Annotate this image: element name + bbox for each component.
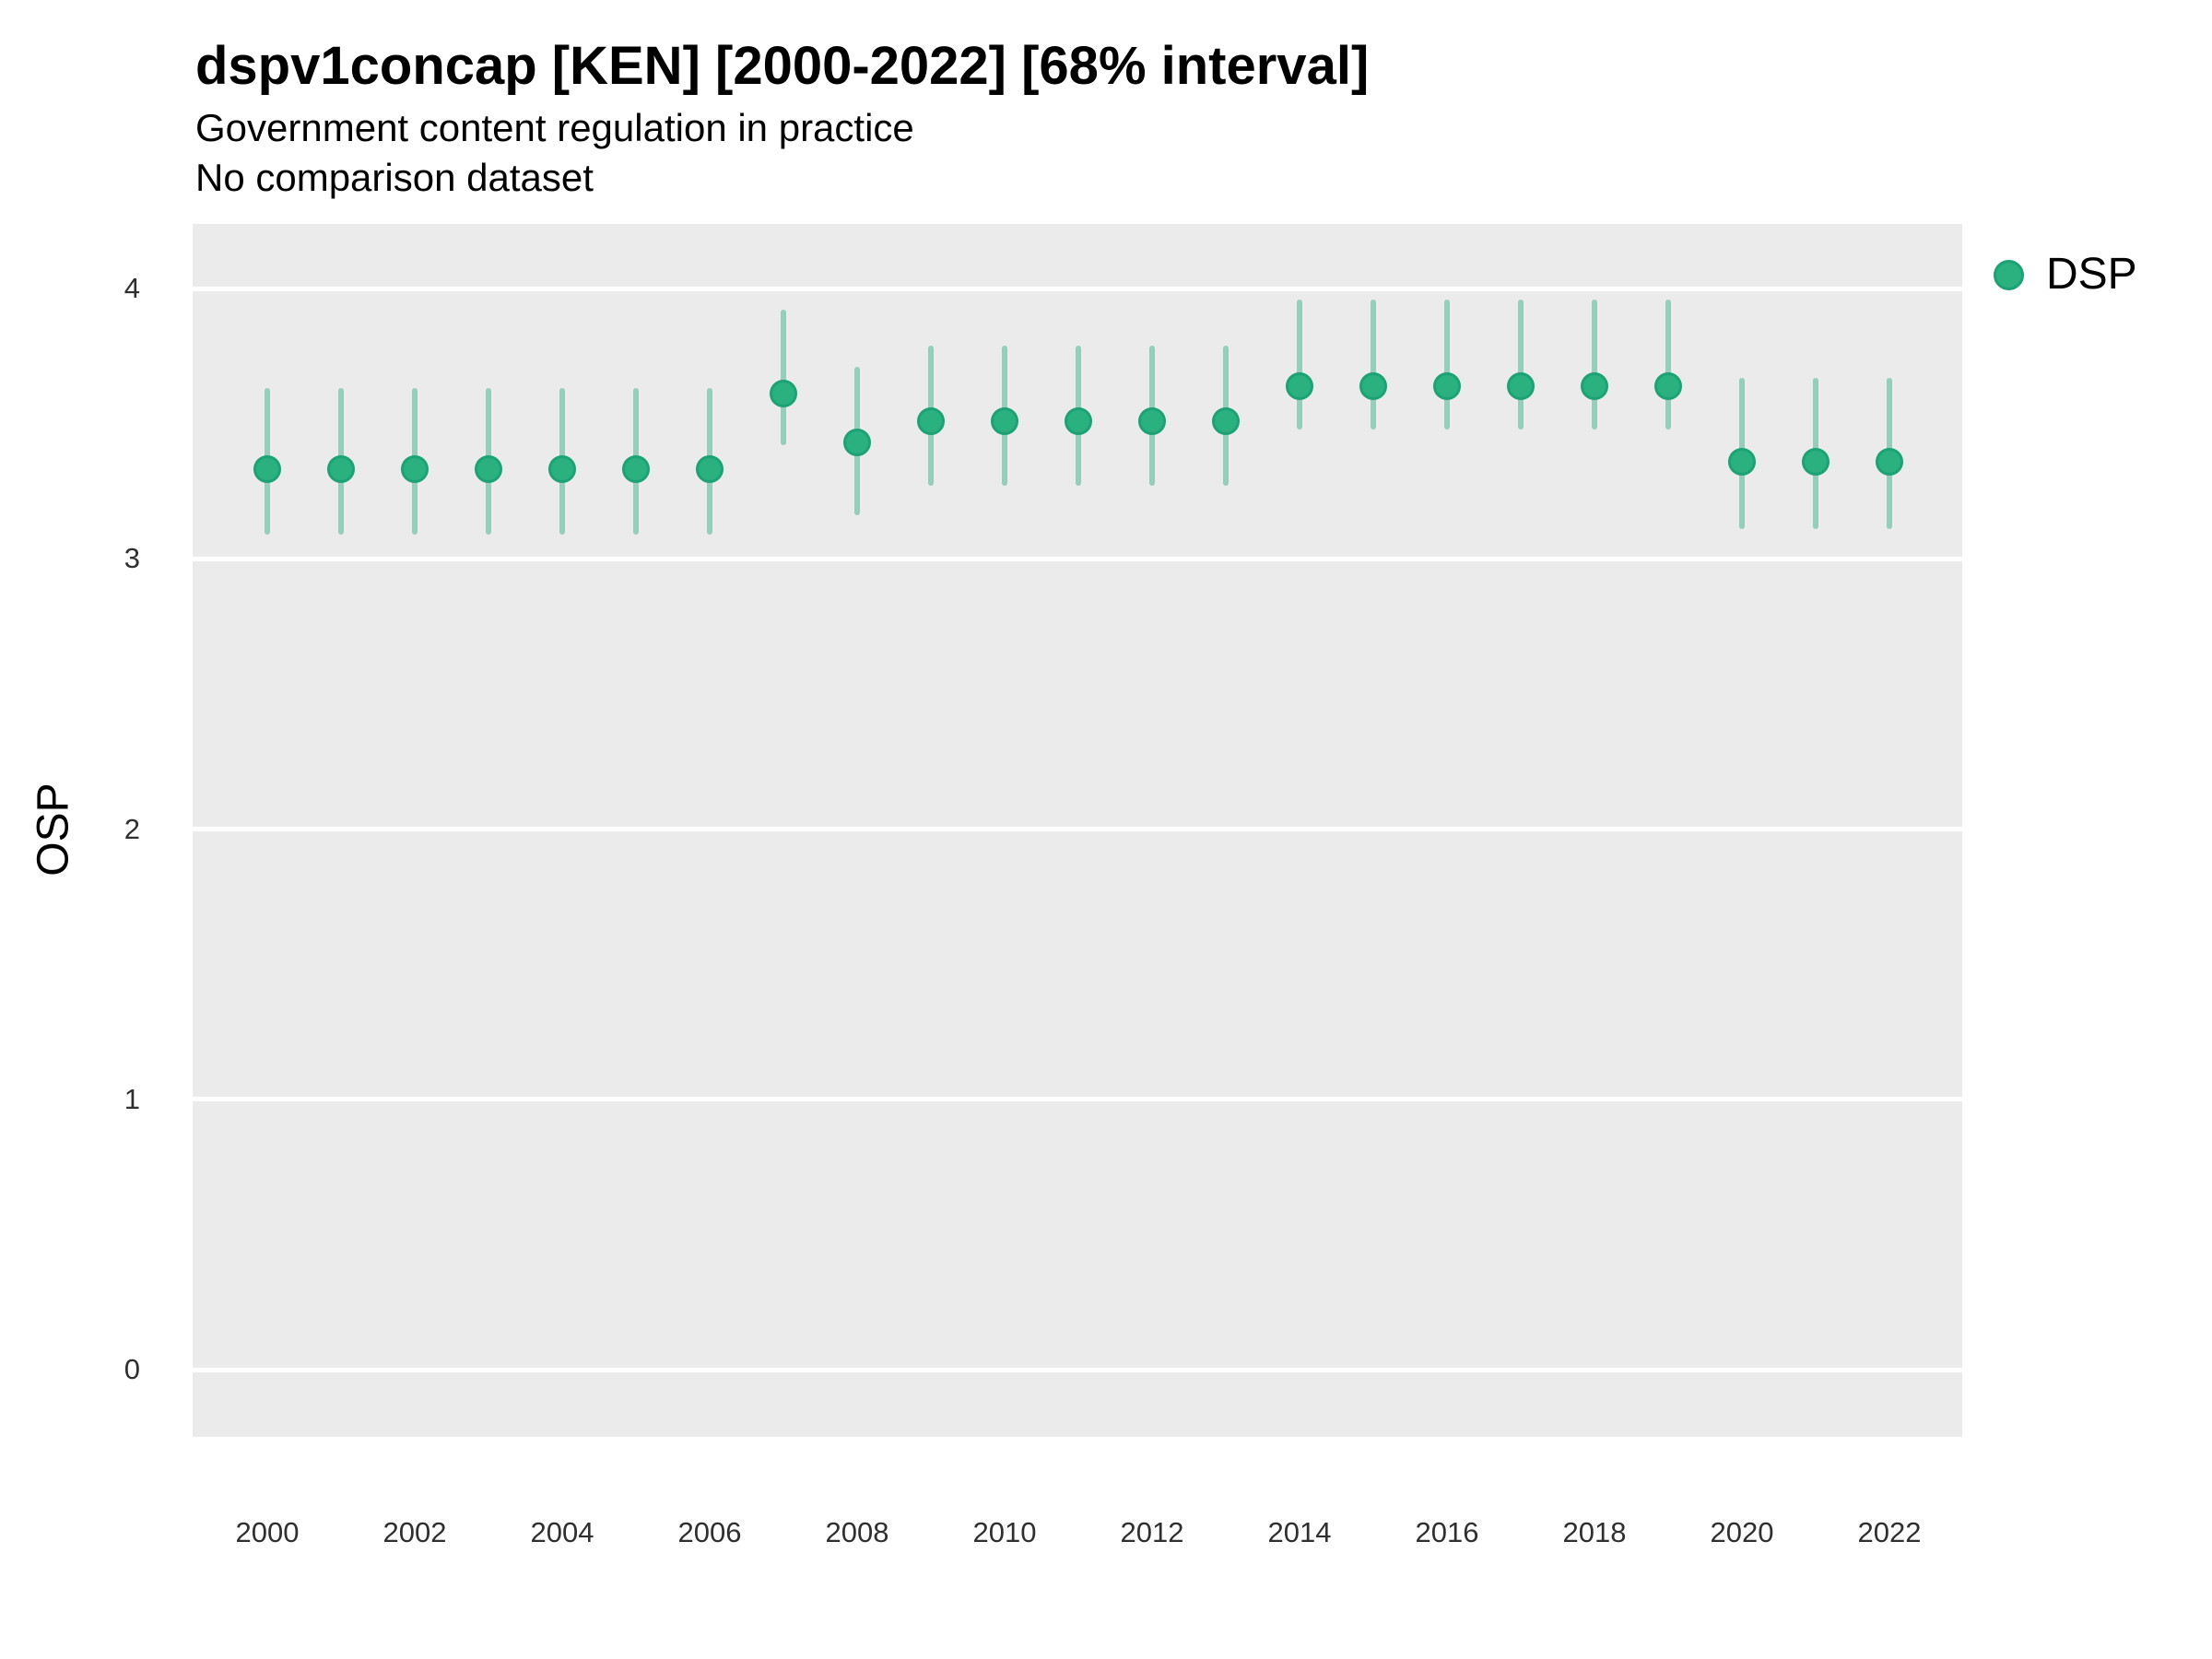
x-tick-label: 2014	[1267, 1516, 1332, 1548]
data-point	[475, 455, 502, 484]
x-tick-label: 2004	[530, 1516, 594, 1548]
y-tick-label: 0	[124, 1353, 140, 1385]
data-point	[1433, 371, 1461, 400]
x-tick-label: 2000	[235, 1516, 300, 1548]
data-point	[401, 455, 429, 484]
x-tick-label: 2010	[972, 1516, 1037, 1548]
data-point	[991, 406, 1018, 435]
x-tick-label: 2020	[1710, 1516, 1774, 1548]
data-point	[770, 380, 797, 408]
data-point	[1065, 406, 1092, 435]
data-point	[843, 429, 871, 457]
data-point	[1359, 371, 1387, 400]
data-point	[327, 455, 355, 484]
x-tick-label: 2022	[1857, 1516, 1922, 1548]
legend: DSP	[1994, 249, 2137, 300]
chart-note: No comparison dataset	[195, 156, 594, 199]
interval-bar	[1371, 299, 1376, 429]
interval-bar	[1592, 299, 1597, 429]
data-point	[622, 455, 650, 484]
y-tick-label: 4	[124, 272, 140, 304]
x-tick-label: 2008	[825, 1516, 889, 1548]
y-tick-label: 2	[124, 812, 140, 845]
chart-title: dspv1concap [KEN] [2000-2022] [68% inter…	[195, 36, 1370, 96]
x-tick-label: 2016	[1415, 1516, 1479, 1548]
data-point	[548, 455, 576, 484]
legend-item-label: DSP	[2046, 250, 2137, 299]
interval-bar	[1297, 299, 1302, 429]
data-point	[917, 406, 945, 435]
y-tick-label: 1	[124, 1082, 140, 1115]
interval-bar	[781, 310, 786, 446]
data-point	[1212, 406, 1240, 435]
data-point	[1286, 371, 1313, 400]
data-point	[1581, 371, 1608, 400]
data-point	[1507, 371, 1535, 400]
y-gridline	[193, 286, 1962, 291]
x-tick-label: 2002	[382, 1516, 447, 1548]
interval-bar	[1518, 299, 1524, 429]
y-gridline	[193, 1097, 1962, 1102]
plot-panel	[193, 224, 1962, 1437]
interval-bar	[1444, 299, 1450, 429]
y-gridline	[193, 827, 1962, 831]
x-tick-label: 2018	[1562, 1516, 1627, 1548]
data-point	[696, 455, 724, 484]
interval-bar	[1665, 299, 1671, 429]
data-point	[1802, 447, 1830, 476]
x-tick-label: 2006	[677, 1516, 742, 1548]
x-tick-label: 2012	[1120, 1516, 1184, 1548]
y-gridline	[193, 1367, 1962, 1372]
data-point	[1728, 447, 1756, 476]
data-point	[1654, 371, 1682, 400]
data-point	[1876, 447, 1903, 476]
chart-subtitle: Government content regulation in practic…	[195, 106, 914, 149]
y-tick-label: 3	[124, 542, 140, 575]
data-point	[1138, 406, 1166, 435]
legend-point-icon	[1994, 259, 2024, 290]
y-gridline	[193, 556, 1962, 561]
data-point	[253, 455, 281, 484]
